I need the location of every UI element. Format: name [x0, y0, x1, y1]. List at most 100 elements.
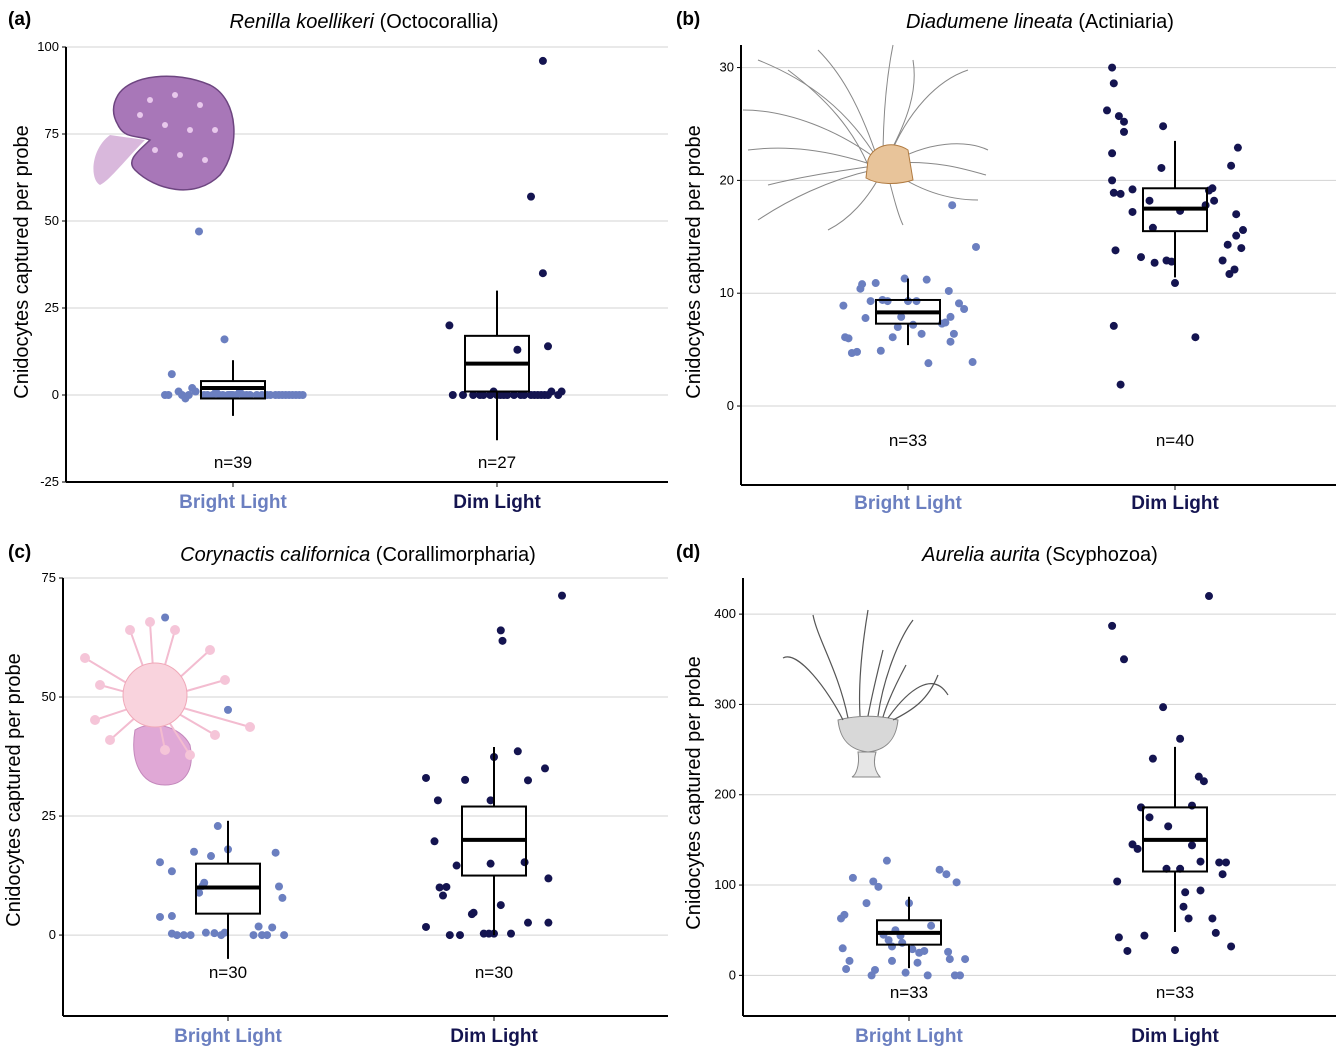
data-point	[156, 858, 164, 867]
data-point	[263, 931, 272, 940]
data-point	[923, 971, 932, 980]
data-point	[268, 923, 277, 932]
n-label: n=30	[209, 963, 247, 982]
data-point	[1159, 703, 1168, 712]
data-point	[1223, 240, 1232, 249]
data-point	[1171, 279, 1179, 288]
data-point	[844, 334, 853, 343]
data-point	[1109, 321, 1118, 330]
title-species: Corynactis californica	[180, 544, 370, 566]
y-axis-label: Cnidocytes captured per probe	[683, 125, 705, 399]
data-point	[167, 370, 176, 379]
data-point	[191, 387, 200, 396]
data-point	[1179, 902, 1188, 911]
data-point	[883, 297, 892, 306]
data-point	[1171, 946, 1179, 955]
data-point	[1103, 106, 1111, 115]
data-point	[893, 323, 902, 332]
n-label: n=40	[1156, 431, 1194, 450]
data-point	[1211, 928, 1220, 937]
data-point	[298, 391, 307, 399]
data-point	[1188, 841, 1196, 850]
points-dim-light	[1108, 592, 1236, 955]
data-point	[920, 946, 929, 955]
data-point	[558, 591, 566, 600]
category-label: Dim Light	[453, 492, 541, 513]
data-point	[1128, 207, 1137, 216]
chart-a-svg: -25 0 25 50 75 100 (a) Renilla koellikeri (Octo…	[8, 9, 668, 513]
data-point	[871, 279, 880, 288]
data-point	[961, 955, 970, 964]
data-point	[1184, 914, 1193, 923]
data-point	[972, 242, 980, 251]
data-point	[1120, 117, 1128, 126]
jellyfish-illustration-icon	[782, 609, 949, 778]
data-point	[544, 874, 553, 883]
corallimorph-illustration-icon	[80, 617, 255, 786]
data-point	[1114, 933, 1123, 942]
n-label: n=33	[889, 431, 927, 450]
data-point	[909, 320, 918, 329]
data-point	[1233, 143, 1242, 152]
data-point	[207, 852, 215, 861]
title-species: Aurelia aurita	[921, 544, 1040, 566]
data-point	[862, 899, 871, 908]
data-point	[1109, 79, 1118, 88]
data-point	[1128, 185, 1137, 194]
y-tick-label: 0	[52, 387, 59, 402]
data-point	[164, 391, 173, 399]
data-point	[1227, 161, 1236, 170]
y-tick-label: 75	[45, 126, 59, 141]
data-point	[908, 945, 917, 954]
data-point	[220, 928, 229, 937]
data-point	[445, 321, 454, 330]
data-point	[246, 391, 254, 399]
data-point	[874, 882, 883, 891]
data-point	[1218, 256, 1227, 265]
data-point	[1208, 184, 1217, 193]
data-point	[544, 342, 552, 351]
data-point	[1159, 122, 1168, 131]
panel-letter: (a)	[8, 9, 31, 30]
data-point	[538, 56, 547, 65]
data-point	[858, 280, 867, 289]
category-label: Bright Light	[174, 1026, 282, 1046]
data-point	[507, 929, 515, 938]
data-point	[210, 929, 219, 938]
chart-layer: -25 0 25 50 75 100 (a) Renilla koellikeri (Octo…	[8, 9, 668, 513]
points-bright-light	[839, 201, 980, 368]
data-point	[280, 931, 289, 940]
panel-a: -25 0 25 50 75 100 (a) Renilla koellikeri (Octo…	[0, 0, 668, 523]
data-point	[876, 346, 885, 355]
data-point	[871, 965, 879, 974]
y-tick-label: 25	[45, 300, 59, 315]
data-point	[1113, 877, 1122, 886]
data-point	[520, 858, 529, 867]
points-dim-light	[422, 591, 566, 940]
data-point	[952, 878, 961, 887]
data-point	[1108, 176, 1117, 185]
data-point	[1176, 734, 1185, 743]
data-point	[173, 931, 181, 940]
data-point	[186, 931, 195, 940]
y-tick-label: 50	[42, 689, 56, 704]
points-bright-light	[837, 856, 970, 980]
data-point	[201, 928, 210, 937]
data-point	[1137, 253, 1145, 262]
boxplot	[461, 747, 527, 936]
data-point	[557, 387, 566, 396]
data-point	[195, 888, 204, 897]
data-point	[900, 274, 909, 283]
y-tick-label: 0	[729, 967, 736, 982]
data-point	[520, 391, 529, 399]
data-point	[1222, 858, 1230, 867]
y-tick-label: 400	[714, 606, 736, 621]
data-point	[200, 878, 209, 887]
data-point	[1199, 777, 1208, 786]
category-label: Bright Light	[179, 492, 287, 513]
data-point	[1157, 163, 1166, 172]
chart-layer: 0 100 200 300 400 (d) Aurelia aurita (Scyphozo…	[676, 542, 1336, 1046]
y-axis-label: Cnidocytes captured per probe	[683, 656, 705, 930]
data-point	[853, 347, 861, 356]
data-point	[184, 391, 193, 399]
